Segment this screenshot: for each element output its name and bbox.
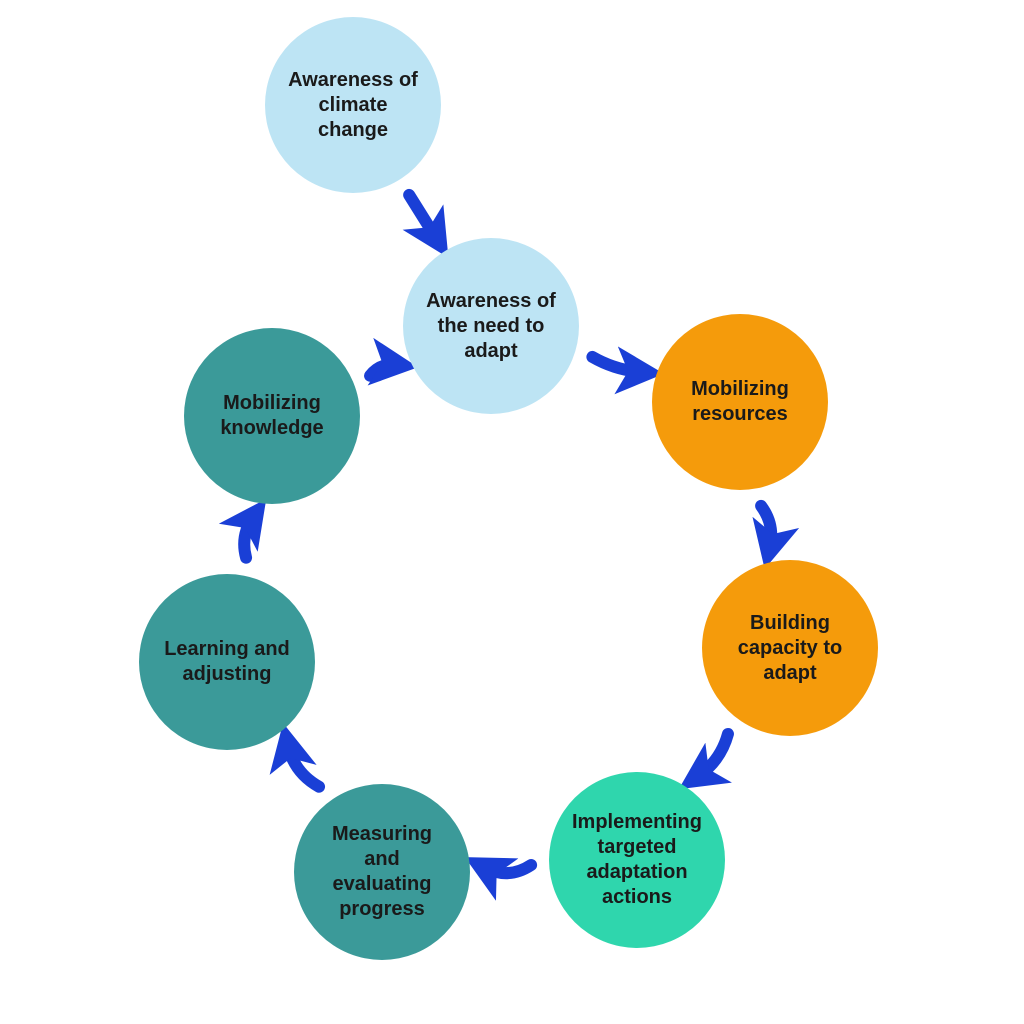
node-implementing: Implementing targeted adaptation actions bbox=[549, 772, 725, 948]
arrow-implementing-to-measuring bbox=[484, 865, 531, 873]
node-label: Building capacity to adapt bbox=[720, 611, 860, 686]
node-label: Awareness of the need to adapt bbox=[421, 289, 561, 364]
arrow-mobilizing-resources-to-building-capacity bbox=[761, 506, 771, 548]
node-building-capacity: Building capacity to adapt bbox=[702, 560, 878, 736]
arrows-layer bbox=[0, 0, 1024, 1024]
node-label: Implementing targeted adaptation actions bbox=[567, 810, 707, 910]
node-awareness-adapt: Awareness of the need to adapt bbox=[403, 238, 579, 414]
arrow-measuring-to-learning bbox=[288, 744, 319, 787]
node-label: Mobilizing resources bbox=[670, 377, 810, 427]
arrow-learning-to-mobilizing-knowledge bbox=[244, 516, 253, 557]
node-label: Learning and adjusting bbox=[157, 637, 297, 687]
arrow-mobilizing-knowledge-to-awareness-adapt bbox=[370, 365, 397, 376]
node-learning: Learning and adjusting bbox=[139, 574, 315, 750]
node-awareness-climate: Awareness of climate change bbox=[265, 17, 441, 193]
node-label: Awareness of climate change bbox=[283, 68, 423, 143]
node-mobilizing-resources: Mobilizing resources bbox=[652, 314, 828, 490]
node-mobilizing-knowledge: Mobilizing knowledge bbox=[184, 328, 360, 504]
node-measuring: Measuring and evaluating progress bbox=[294, 784, 470, 960]
arrow-awareness-climate-to-awareness-adapt bbox=[409, 195, 437, 240]
arrow-awareness-adapt-to-mobilizing-resources bbox=[592, 357, 642, 372]
node-label: Mobilizing knowledge bbox=[202, 391, 342, 441]
arrow-building-capacity-to-implementing bbox=[697, 734, 728, 777]
node-label: Measuring and evaluating progress bbox=[312, 822, 452, 922]
